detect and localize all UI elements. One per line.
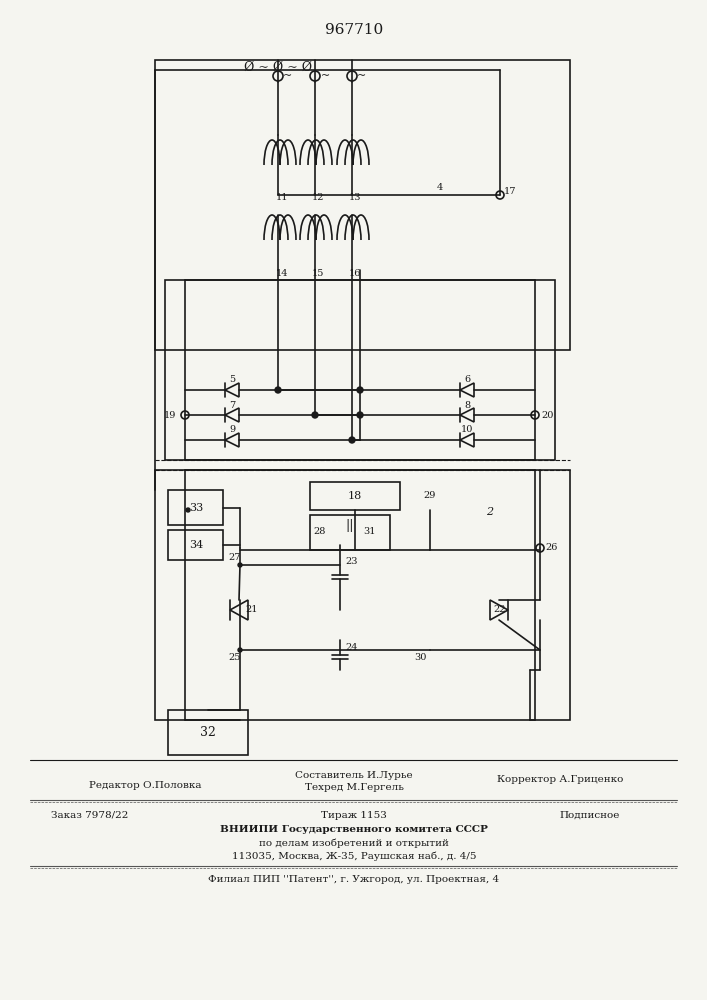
Text: 18: 18	[348, 491, 362, 501]
Circle shape	[357, 387, 363, 393]
Text: 27: 27	[229, 554, 241, 562]
Text: 2: 2	[486, 507, 493, 517]
Text: Техред М.Гергель: Техред М.Гергель	[305, 784, 404, 792]
Bar	[168, 530, 223, 560]
Text: 7: 7	[229, 400, 235, 410]
Bar	[310, 482, 400, 510]
Text: Тираж 1153: Тираж 1153	[321, 810, 387, 820]
Circle shape	[357, 412, 363, 418]
Text: 113035, Москва, Ж-35, Раушская наб., д. 4/5: 113035, Москва, Ж-35, Раушская наб., д. …	[232, 851, 477, 861]
Text: 5: 5	[229, 375, 235, 384]
Text: 23: 23	[346, 558, 358, 566]
Text: 24: 24	[346, 643, 358, 652]
Bar	[168, 490, 223, 525]
Circle shape	[349, 437, 355, 443]
Text: ~: ~	[284, 71, 293, 81]
Text: 32: 32	[200, 726, 216, 740]
Text: Филиал ПИП ''Патент'', г. Ужгород, ул. Проектная, 4: Филиал ПИП ''Патент'', г. Ужгород, ул. П…	[209, 876, 500, 884]
Circle shape	[238, 563, 242, 567]
Text: 19: 19	[164, 410, 176, 420]
Text: 34: 34	[189, 540, 203, 550]
Text: 6: 6	[464, 375, 470, 384]
Text: Заказ 7978/22: Заказ 7978/22	[52, 810, 129, 820]
Circle shape	[238, 648, 242, 652]
Text: 13: 13	[349, 194, 361, 202]
Bar	[155, 470, 570, 720]
Text: Редактор О.Половка: Редактор О.Половка	[89, 780, 201, 790]
Text: Ø ~ Ø ~ Ø: Ø ~ Ø ~ Ø	[244, 60, 312, 74]
Text: 25: 25	[229, 654, 241, 662]
Text: Составитель И.Лурье: Составитель И.Лурье	[296, 770, 413, 780]
Text: 967710: 967710	[325, 23, 383, 37]
Bar	[165, 280, 555, 460]
Text: по делам изобретений и открытий: по делам изобретений и открытий	[259, 838, 449, 848]
Text: 8: 8	[464, 400, 470, 410]
Text: 11: 11	[276, 194, 288, 202]
Text: 17: 17	[504, 188, 516, 196]
Text: 26: 26	[546, 544, 559, 552]
Text: 31: 31	[363, 528, 376, 536]
Text: 9: 9	[229, 426, 235, 434]
Text: Подписное: Подписное	[560, 810, 620, 820]
Text: 30: 30	[414, 654, 426, 662]
Bar	[155, 60, 570, 350]
Text: 20: 20	[542, 410, 554, 420]
Text: 28: 28	[314, 528, 326, 536]
Text: 16: 16	[349, 268, 361, 277]
Text: Корректор А.Гриценко: Корректор А.Гриценко	[497, 776, 623, 784]
Text: ВНИИПИ Государственного комитета СССР: ВНИИПИ Государственного комитета СССР	[220, 826, 488, 834]
Text: 22: 22	[493, 605, 506, 614]
Text: 21: 21	[246, 605, 258, 614]
Text: ~: ~	[357, 71, 367, 81]
Text: 29: 29	[423, 491, 436, 500]
Text: 33: 33	[189, 503, 203, 513]
Text: ||: ||	[346, 518, 354, 532]
Text: 15: 15	[312, 268, 325, 277]
Text: 10: 10	[461, 426, 473, 434]
Bar	[310, 515, 390, 550]
Bar	[168, 710, 248, 755]
Text: 12: 12	[312, 194, 325, 202]
Circle shape	[312, 412, 318, 418]
Circle shape	[275, 387, 281, 393]
Text: ~: ~	[320, 71, 329, 81]
Circle shape	[186, 508, 190, 512]
Text: 14: 14	[276, 268, 288, 277]
Text: 4: 4	[437, 184, 443, 192]
